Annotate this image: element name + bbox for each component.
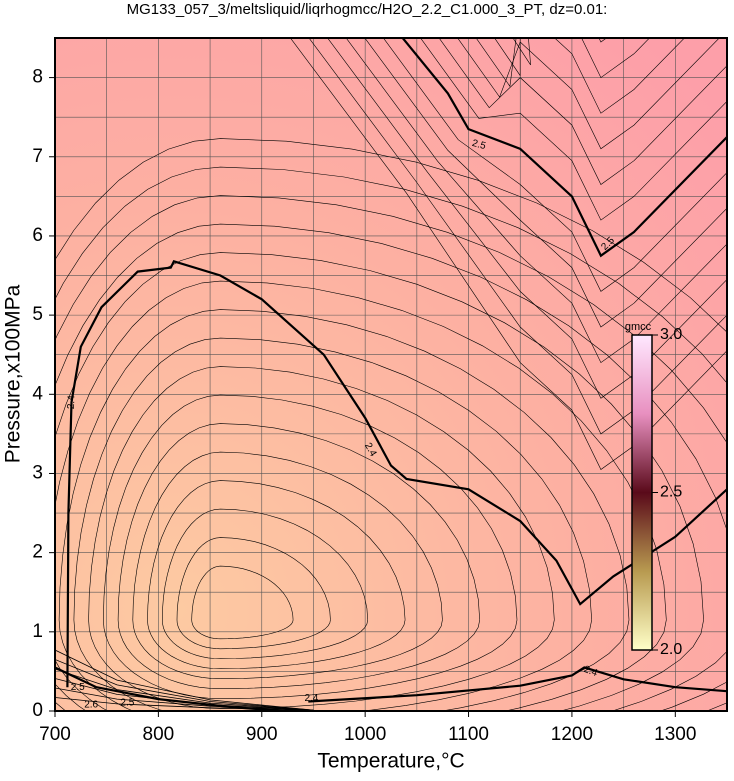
y-axis-label: Pressure,x100MPa	[2, 284, 25, 463]
plot-background	[55, 38, 727, 711]
y-tick-label: 7	[32, 146, 43, 167]
contour-label: 2.5	[471, 138, 488, 152]
contour-label: 2.6	[84, 699, 98, 710]
contour-line	[132, 451, 443, 680]
contour-line	[438, 38, 727, 185]
colorbar-tick-label: 2.5	[660, 484, 682, 501]
y-tick-label: 8	[32, 67, 43, 88]
contour-line	[176, 537, 331, 650]
contour-line	[55, 138, 727, 333]
y-tick-label: 4	[32, 383, 43, 404]
x-tick-label: 900	[246, 724, 278, 745]
y-tick-label: 1	[32, 621, 43, 642]
contour-line-bold	[308, 666, 727, 703]
y-tick-label: 5	[32, 304, 43, 325]
contour-line	[117, 423, 480, 690]
contour-line	[73, 337, 592, 711]
y-tick-label: 2	[32, 542, 43, 563]
contour-line	[475, 38, 685, 114]
contour-line-bold	[55, 666, 283, 711]
contour-line	[161, 508, 368, 660]
contour-label: 2.5	[120, 698, 134, 709]
contour-line	[55, 668, 314, 711]
contour-line	[457, 38, 720, 150]
colorbar-tick-label: 3.0	[660, 326, 682, 343]
contour-line-bold	[401, 38, 727, 258]
contour-line	[55, 659, 314, 711]
contour-line-bold	[66, 259, 727, 688]
plot-frame	[54, 37, 728, 712]
contour-line	[55, 280, 667, 711]
y-tick-label: 3	[32, 462, 43, 483]
contour-line	[55, 687, 314, 711]
y-tick-label: 0	[32, 700, 43, 721]
contour-line	[191, 565, 294, 640]
x-axis-label: Temperature,°C	[317, 750, 464, 773]
contour-label: 2.4	[582, 664, 599, 679]
contour-label: 2.4	[66, 395, 77, 410]
contour-line	[55, 223, 727, 711]
x-tick-label: 1100	[448, 724, 489, 745]
x-tick-label: 1000	[344, 724, 386, 745]
contour-line	[420, 38, 727, 221]
y-tick-label: 6	[32, 225, 43, 246]
contour-label: 2.5	[71, 682, 85, 693]
contour-line	[55, 166, 727, 711]
colorbar-tick-label: 2.0	[660, 641, 682, 658]
contour-line	[55, 649, 314, 711]
x-tick-label: 700	[39, 724, 71, 745]
contour-line	[55, 252, 704, 711]
x-tick-label: 1200	[551, 724, 593, 745]
contour-line	[364, 38, 727, 328]
contour-line	[55, 195, 727, 711]
colorbar	[631, 334, 653, 651]
chart-title: MG133_057_3/meltsliquid/liqrhogmcc/H2O_2…	[127, 1, 608, 18]
x-tick-label: 800	[143, 724, 175, 745]
contour-line	[58, 309, 630, 711]
contour-line	[147, 480, 406, 670]
contour-label: 2.4	[304, 693, 318, 704]
colorbar-label: gmcc	[625, 321, 652, 333]
x-tick-label: 1300	[654, 724, 696, 745]
contour-line	[383, 38, 727, 292]
contour-line	[512, 38, 607, 66]
contour-line	[494, 38, 650, 79]
